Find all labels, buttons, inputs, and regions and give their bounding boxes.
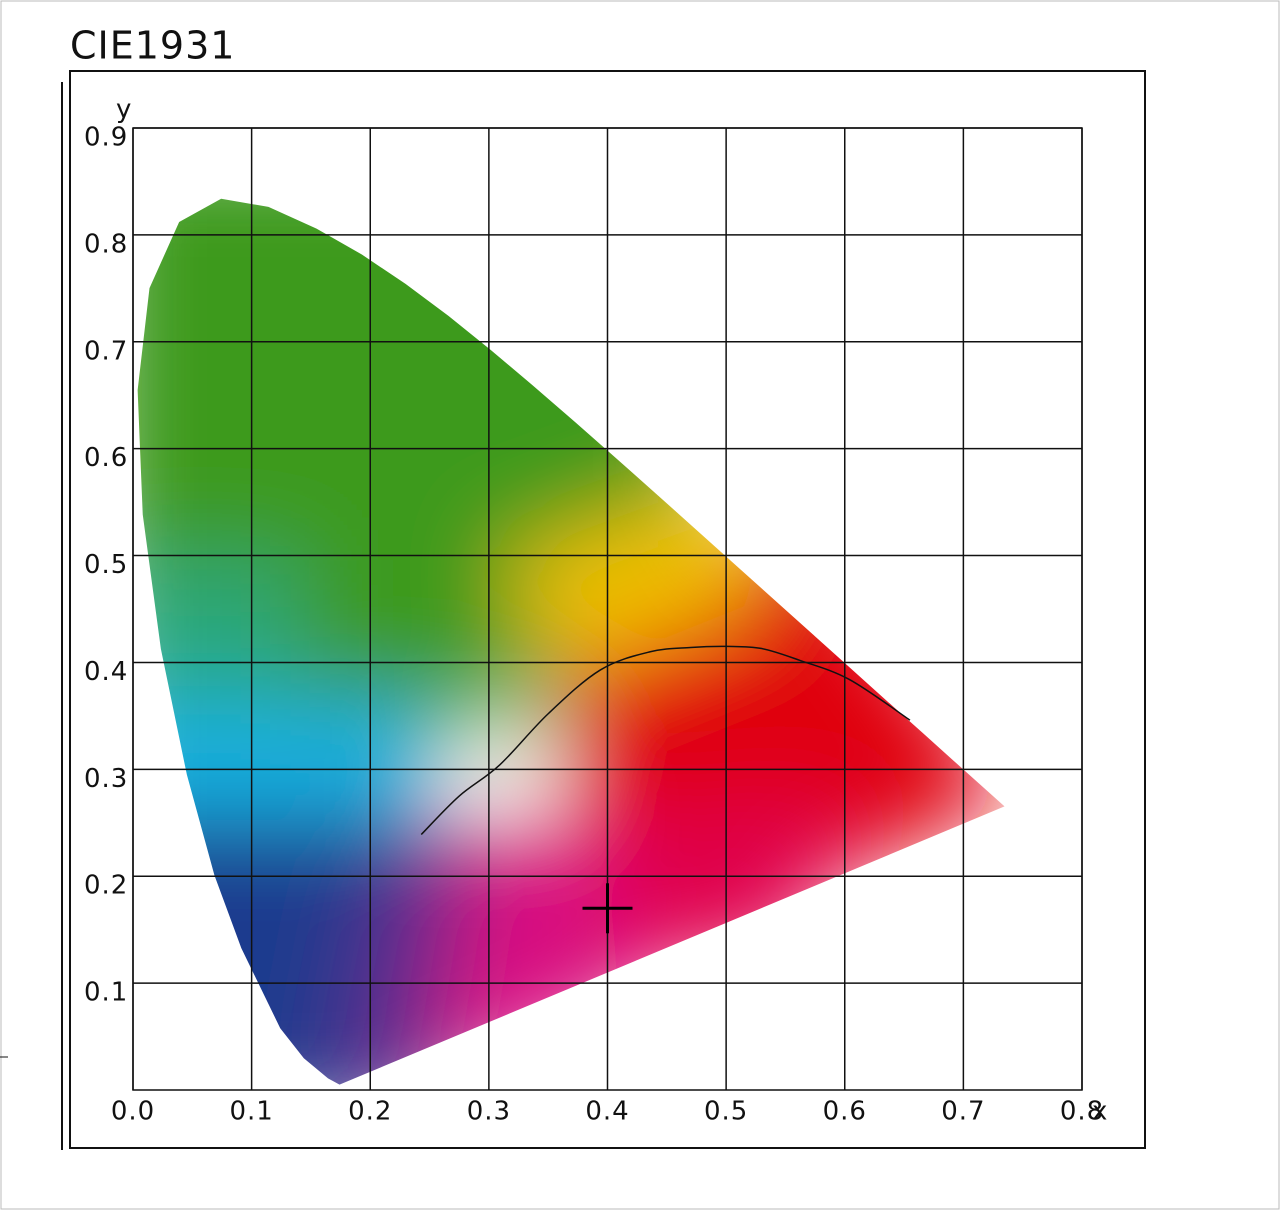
y-tick-label: 0.7: [84, 336, 128, 366]
planckian-locus: [420, 645, 911, 836]
y-tick-label: 0.4: [84, 657, 128, 687]
y-axis-label: y: [116, 95, 132, 125]
y-tick-label: 0.9: [84, 123, 128, 153]
plot-frame: [69, 70, 1146, 1149]
x-tick-label: 0.8: [1060, 1097, 1104, 1127]
y-tick-label: 0.8: [84, 229, 128, 259]
x-tick-label: 0.1: [229, 1097, 273, 1127]
y-tick-label: 0.3: [84, 764, 128, 794]
chart-title: CIE1931: [70, 24, 235, 68]
x-tick-label: 0.3: [467, 1097, 511, 1127]
x-tick-label: 0.4: [585, 1097, 629, 1127]
plot-border: [132, 127, 1083, 1091]
x-tick-label: 0.6: [823, 1097, 867, 1127]
x-tick-label: 0.7: [941, 1097, 985, 1127]
y-tick-label: 0.1: [84, 978, 128, 1008]
x-tick-label: 0.0: [111, 1097, 155, 1127]
y-tick-label: 0.5: [84, 550, 128, 580]
point-marker: [582, 883, 633, 934]
x-axis-label: x: [1092, 1097, 1108, 1127]
x-tick-label: 0.2: [348, 1097, 392, 1127]
x-tick-label: 0.5: [704, 1097, 748, 1127]
y-tick-label: 0.6: [84, 443, 128, 473]
y-tick-label: 0.2: [84, 871, 128, 901]
color-fill: [137, 198, 1005, 1085]
